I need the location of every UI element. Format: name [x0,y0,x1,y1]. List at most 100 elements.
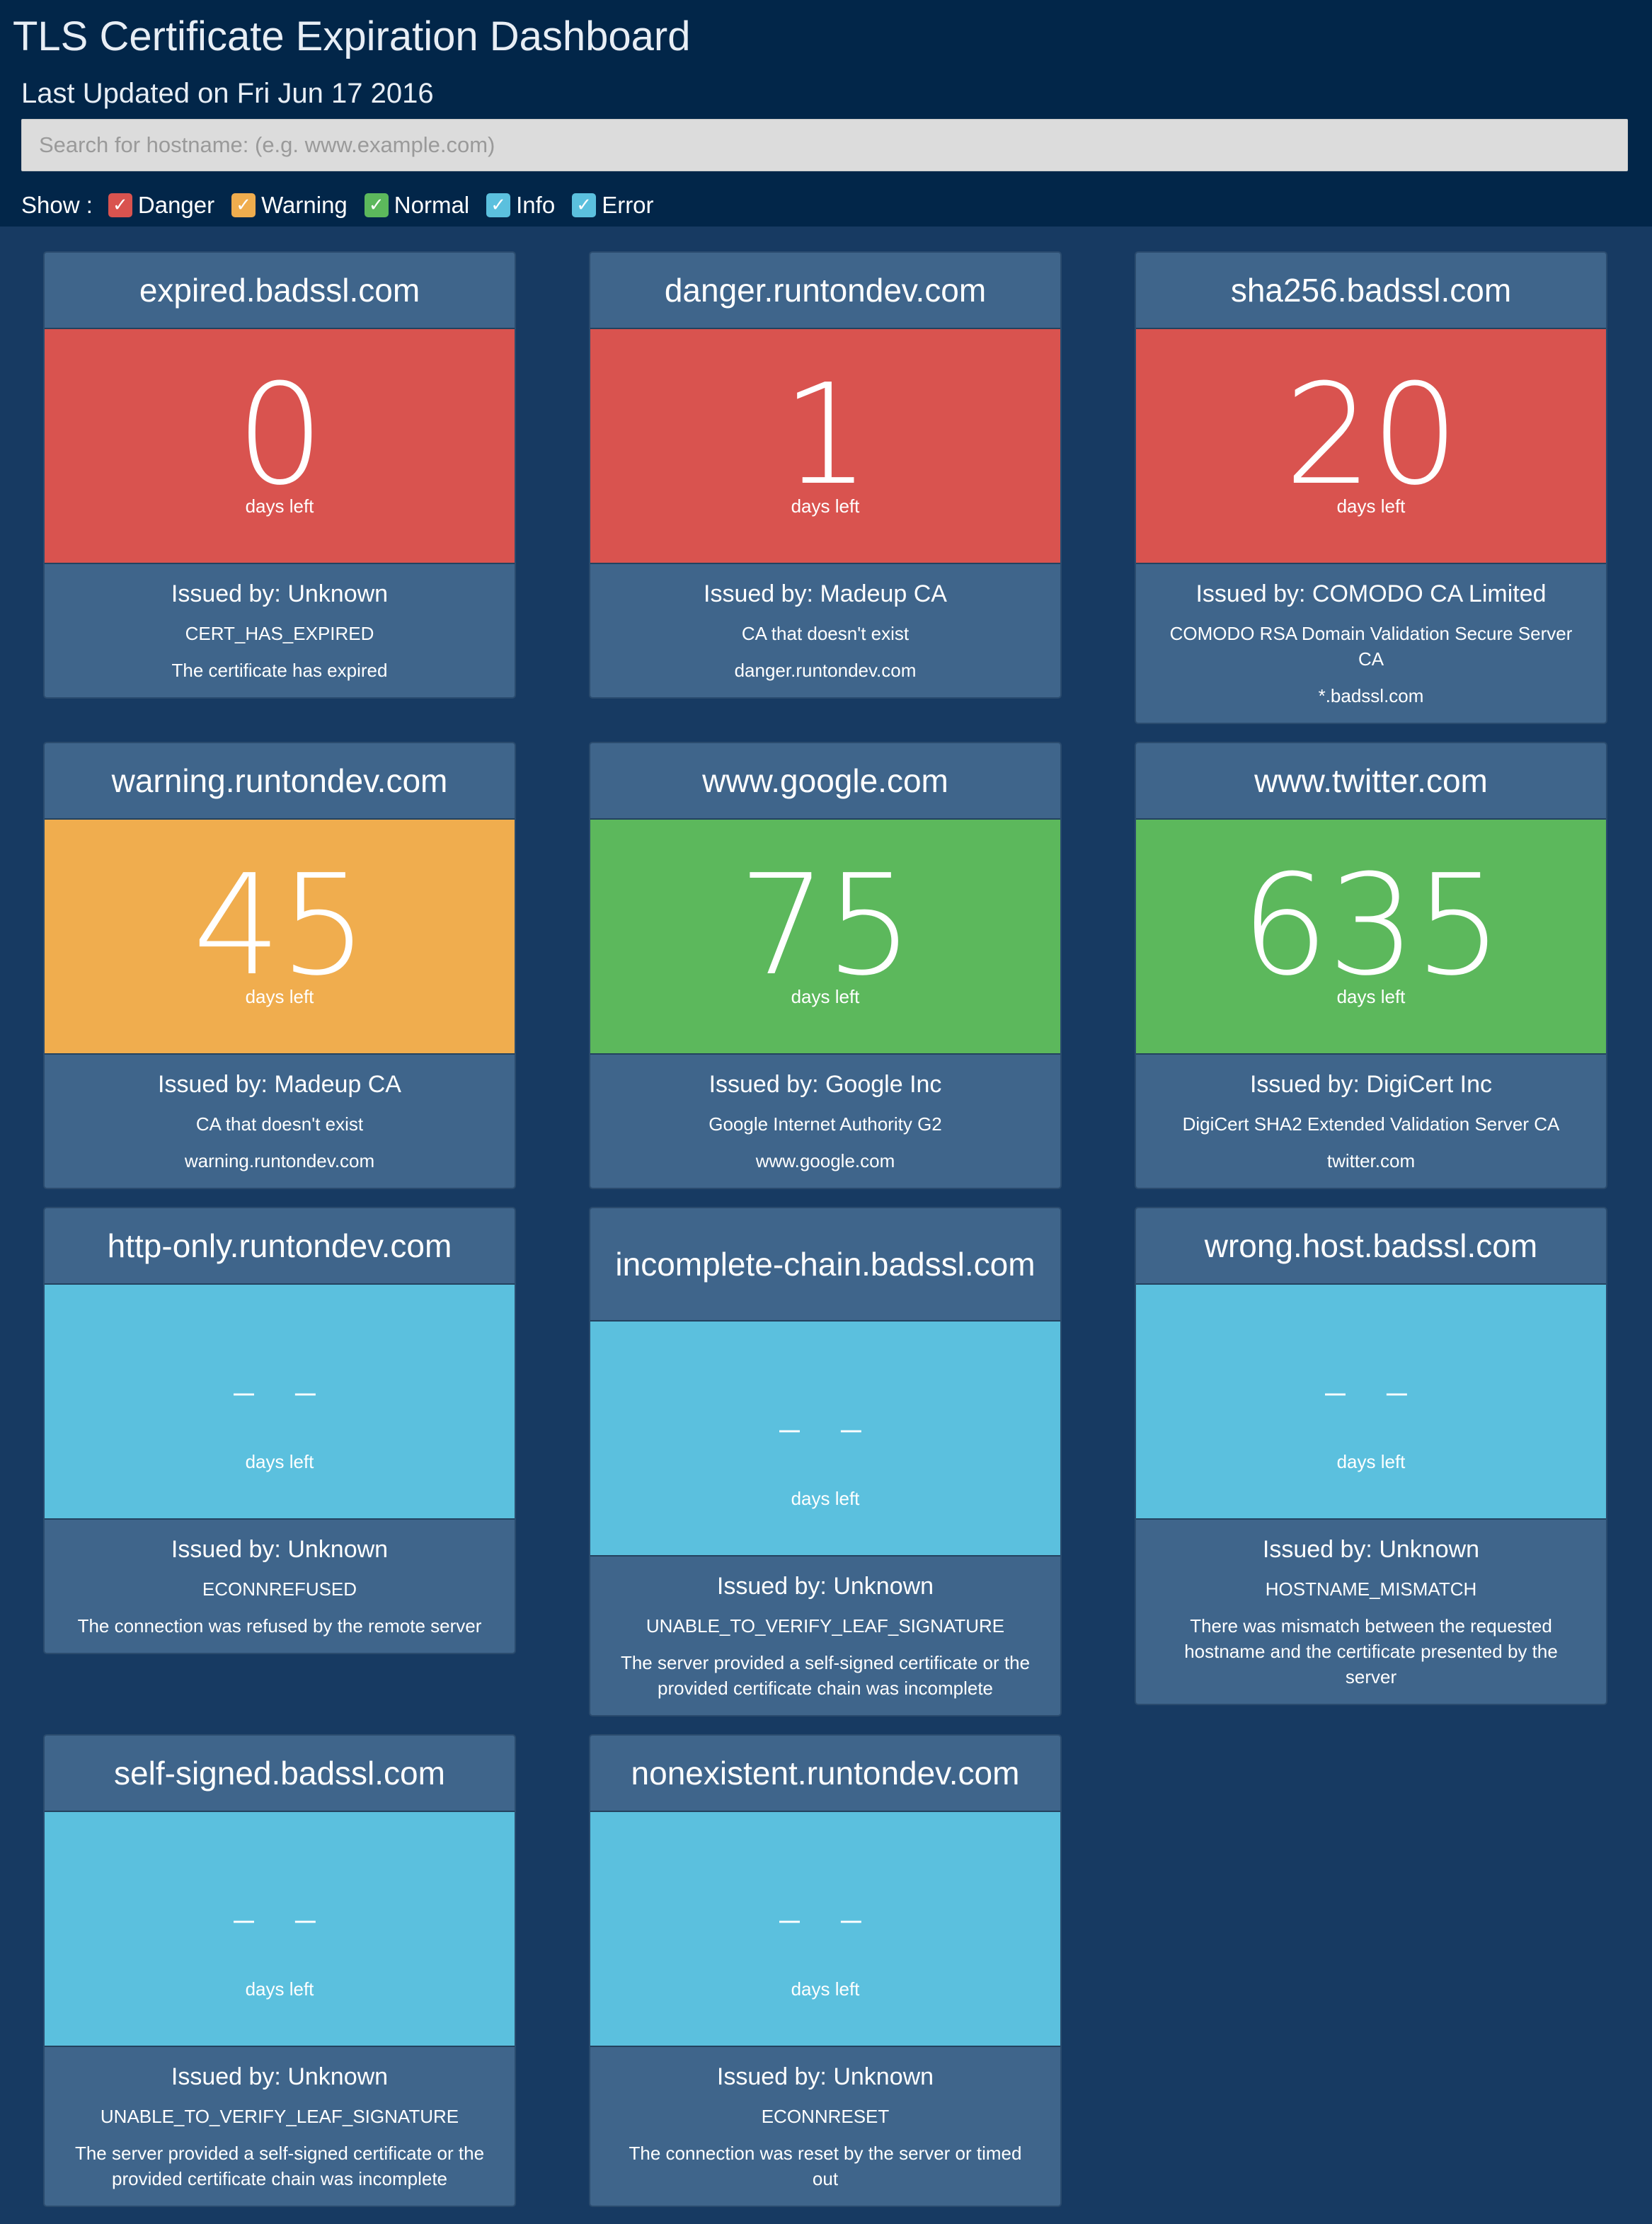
days-left-label: days left [791,1487,860,1509]
card-info: Issued by: Unknown CERT_HAS_EXPIRED The … [45,564,515,697]
page-title: TLS Certificate Expiration Dashboard [13,13,691,59]
cert-detail-primary: Google Internet Authority G2 [709,1113,942,1135]
cert-detail-primary: CERT_HAS_EXPIRED [185,623,374,644]
days-left-label: days left [245,1450,314,1472]
card-hostname: incomplete-chain.badssl.com [590,1208,1060,1322]
issuer-text: Issued by: Unknown [716,1573,934,1600]
filter-normal-label: Normal [394,192,470,218]
card-info: Issued by: Google Inc Google Internet Au… [590,1055,1060,1188]
certificate-card: danger.runtondev.com 1 days left Issued … [589,251,1062,699]
card-hostname: warning.runtondev.com [45,743,515,820]
cert-detail-primary: UNABLE_TO_VERIFY_LEAF_SIGNATURE [646,1615,1005,1637]
error-checkbox-icon[interactable]: ✓ [572,193,597,217]
days-left-value: – – [231,1888,328,1948]
cert-detail-secondary: The connection was refused by the remote… [77,1615,482,1637]
days-left-value: 75 [738,844,913,1007]
cert-detail-primary: ECONNREFUSED [202,1578,357,1600]
card-hostname: http-only.runtondev.com [45,1208,515,1285]
cert-detail-secondary: The server provided a self-signed certif… [620,1652,1031,1699]
last-updated-text: Last Updated on Fri Jun 17 2016 [21,78,434,109]
filter-error-label: Error [602,192,654,218]
days-left-value: – – [776,1397,874,1457]
dashboard-header: TLS Certificate Expiration Dashboard Las… [0,0,1652,227]
info-checkbox-icon[interactable]: ✓ [486,193,511,217]
issuer-text: Issued by: Unknown [716,2063,934,2090]
days-left-value: – – [776,1888,874,1948]
card-hostname: sha256.badssl.com [1136,253,1606,329]
card-hostname: expired.badssl.com [45,253,515,329]
cert-detail-secondary: danger.runtondev.com [734,660,917,681]
days-left-label: days left [245,1978,314,2000]
cert-detail-secondary: www.google.com [755,1150,895,1171]
certificate-card: expired.badssl.com 0 days left Issued by… [43,251,516,699]
filter-error[interactable]: ✓ Error [572,192,654,219]
issuer-text: Issued by: Unknown [171,580,389,607]
issuer-text: Issued by: Madeup CA [704,580,947,607]
issuer-text: Issued by: Google Inc [709,1071,942,1098]
days-left-label: days left [1336,495,1406,517]
issuer-text: Issued by: Unknown [171,1536,389,1563]
certificate-card: http-only.runtondev.com – – days left Is… [43,1207,516,1654]
days-left-label: days left [791,495,860,517]
card-info: Issued by: COMODO CA Limited COMODO RSA … [1136,564,1606,723]
card-hostname: nonexistent.runtondev.com [590,1736,1060,1812]
filter-info-label: Info [516,192,556,218]
card-info: Issued by: Madeup CA CA that doesn't exi… [45,1055,515,1188]
cert-detail-primary: DigiCert SHA2 Extended Validation Server… [1182,1113,1560,1135]
days-left-label: days left [1336,1450,1406,1472]
cert-detail-secondary: *.badssl.com [1318,685,1424,706]
filter-normal[interactable]: ✓ Normal [364,192,470,219]
cert-detail-primary: CA that doesn't exist [195,1113,364,1135]
days-left-value: 20 [1284,354,1459,516]
cert-detail-primary: COMODO RSA Domain Validation Secure Serv… [1169,623,1573,670]
show-label: Show : [21,192,93,218]
certificate-card: wrong.host.badssl.com – – days left Issu… [1135,1207,1607,1705]
filter-danger[interactable]: ✓ Danger [108,192,214,219]
filter-warning[interactable]: ✓ Warning [231,192,348,219]
card-hostname: danger.runtondev.com [590,253,1060,329]
days-left-panel: – – days left [45,1812,515,2047]
days-left-value: – – [231,1360,328,1421]
certificate-card: nonexistent.runtondev.com – – days left … [589,1734,1062,2207]
card-hostname: wrong.host.badssl.com [1136,1208,1606,1285]
cert-detail-primary: CA that doesn't exist [741,623,910,644]
filter-warning-label: Warning [261,192,348,218]
issuer-text: Issued by: DigiCert Inc [1249,1071,1493,1098]
days-left-panel: 75 days left [590,820,1060,1055]
days-left-label: days left [1336,985,1406,1007]
days-left-panel: – – days left [590,1322,1060,1557]
days-left-panel: 635 days left [1136,820,1606,1055]
cert-detail-secondary: twitter.com [1326,1150,1416,1171]
days-left-value: 45 [193,844,367,1007]
card-hostname: www.google.com [590,743,1060,820]
cert-detail-secondary: The certificate has expired [171,660,388,681]
certificate-card: incomplete-chain.badssl.com – – days lef… [589,1207,1062,1716]
card-info: Issued by: DigiCert Inc DigiCert SHA2 Ex… [1136,1055,1606,1188]
days-left-value: 635 [1240,844,1503,1007]
normal-checkbox-icon[interactable]: ✓ [364,193,389,217]
days-left-panel: – – days left [1136,1285,1606,1520]
days-left-value: 1 [781,354,871,516]
days-left-label: days left [245,495,314,517]
days-left-panel: 0 days left [45,329,515,564]
days-left-panel: – – days left [45,1285,515,1520]
cert-detail-secondary: warning.runtondev.com [184,1150,375,1171]
certificate-card: warning.runtondev.com 45 days left Issue… [43,742,516,1189]
cert-detail-secondary: There was mismatch between the requested… [1184,1615,1558,1687]
card-info: Issued by: Unknown ECONNREFUSED The conn… [45,1520,515,1653]
card-info: Issued by: Unknown UNABLE_TO_VERIFY_LEAF… [45,2047,515,2206]
hostname-search-input[interactable] [21,119,1628,171]
days-left-value: – – [1322,1360,1420,1421]
status-filters: Show : ✓ Danger ✓ Warning ✓ Normal ✓ Inf… [21,188,671,222]
issuer-text: Issued by: Unknown [1262,1536,1480,1563]
filter-danger-label: Danger [137,192,215,218]
card-info: Issued by: Unknown HOSTNAME_MISMATCH The… [1136,1520,1606,1704]
days-left-label: days left [791,985,860,1007]
danger-checkbox-icon[interactable]: ✓ [108,193,132,217]
issuer-text: Issued by: Madeup CA [158,1071,401,1098]
warning-checkbox-icon[interactable]: ✓ [231,193,256,217]
certificate-card: www.twitter.com 635 days left Issued by:… [1135,742,1607,1189]
days-left-panel: 1 days left [590,329,1060,564]
days-left-label: days left [791,1978,860,2000]
filter-info[interactable]: ✓ Info [486,192,555,219]
